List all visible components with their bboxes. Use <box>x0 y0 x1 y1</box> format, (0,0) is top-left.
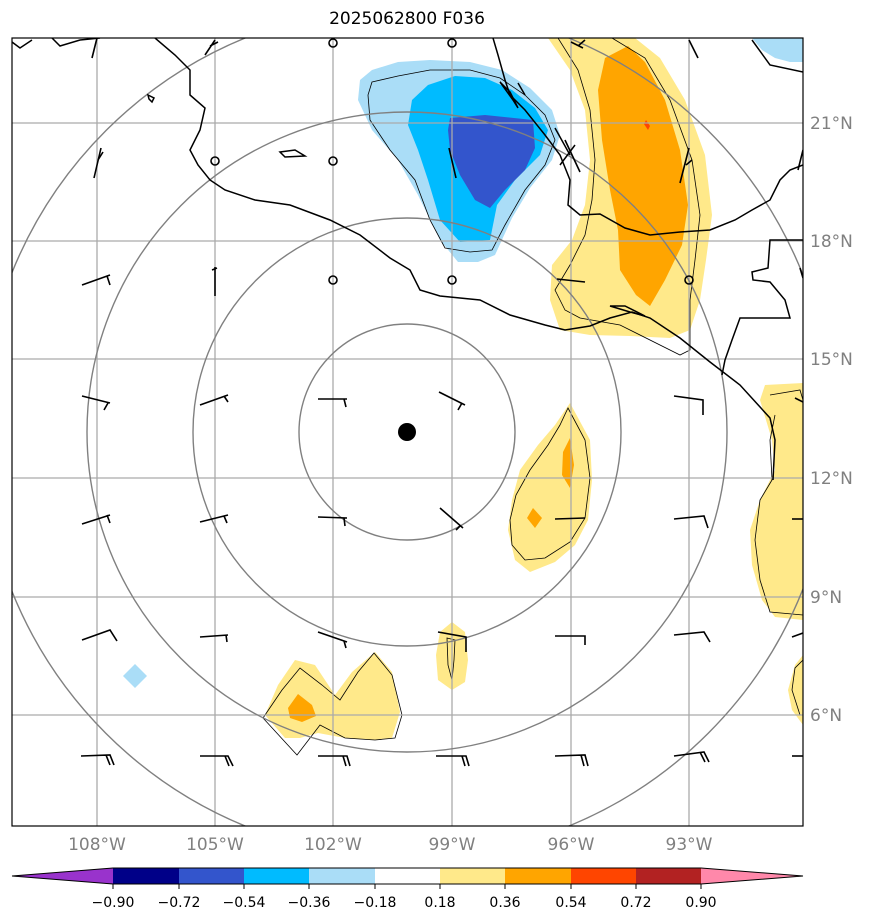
map-title: 2025062800 F036 <box>329 9 485 29</box>
colorbar-segment <box>440 868 505 884</box>
colorbar-segment <box>309 868 375 884</box>
colorbar-tick-label: −0.54 <box>223 895 266 911</box>
colorbar-tick-label: 0.54 <box>555 895 586 911</box>
colorbar-tick-label: 0.90 <box>685 895 716 911</box>
lat-label: 18°N <box>810 232 853 252</box>
colorbar: −0.90 −0.72 −0.54 −0.36 −0.18 0.18 0.36 … <box>11 867 804 911</box>
colorbar-tick-label: −0.72 <box>158 895 201 911</box>
colorbar-segment <box>244 868 309 884</box>
lon-label: 105°W <box>186 835 244 855</box>
lon-label: 99°W <box>429 835 476 855</box>
lat-label: 21°N <box>810 114 853 134</box>
wind-barbs <box>80 38 803 767</box>
coastlines <box>12 38 803 481</box>
colorbar-tick-label: −0.18 <box>354 895 397 911</box>
storm-center-marker <box>398 423 416 441</box>
calm-wind-markers <box>210 38 694 285</box>
lon-label: 93°W <box>666 835 713 855</box>
graticule <box>12 38 803 826</box>
colorbar-tick-label: −0.90 <box>92 895 135 911</box>
colorbar-segment <box>113 868 179 884</box>
map-frame <box>11 37 804 827</box>
colorbar-segment <box>375 868 440 884</box>
range-rings <box>12 38 803 826</box>
contour-positive-yellow-e <box>750 383 803 620</box>
colorbar-extend-high <box>701 868 803 884</box>
latitude-labels: 21°N 18°N 15°N 12°N 9°N 6°N <box>810 114 853 726</box>
longitude-labels: 108°W 105°W 102°W 99°W 96°W 93°W <box>68 835 713 855</box>
colorbar-extend-low <box>12 868 113 884</box>
contour-positive-orange-c2 <box>527 508 542 528</box>
colorbar-tick-label: 0.72 <box>620 895 651 911</box>
colorbar-segment <box>179 868 244 884</box>
colorbar-tick-label: 0.18 <box>424 895 455 911</box>
colorbar-segment <box>505 868 571 884</box>
lon-label: 96°W <box>548 835 595 855</box>
contour-negative-light-ne <box>752 38 803 62</box>
colorbar-tick-label: 0.36 <box>489 895 520 911</box>
colorbar-segment <box>571 868 636 884</box>
lon-label: 102°W <box>304 835 362 855</box>
lat-label: 15°N <box>810 350 853 370</box>
contour-negative-blue <box>448 115 535 208</box>
contour-negative-light-w <box>123 664 147 688</box>
lon-label: 108°W <box>68 835 126 855</box>
lat-label: 9°N <box>810 588 842 608</box>
lat-label: 12°N <box>810 469 853 489</box>
colorbar-segment <box>636 868 701 884</box>
colorbar-tick-label: −0.36 <box>288 895 331 911</box>
contour-lines <box>262 38 803 756</box>
contour-positive-yellow-se <box>788 655 803 725</box>
lat-label: 6°N <box>810 706 842 726</box>
